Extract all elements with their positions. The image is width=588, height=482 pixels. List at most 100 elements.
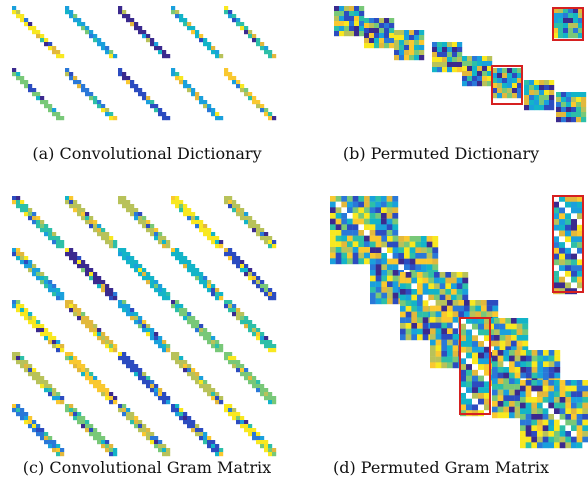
- permuted-gram-cell: [369, 201, 376, 208]
- permuted-gram-cell: [405, 300, 412, 307]
- permuted-dictionary-cell: [571, 107, 577, 113]
- permuted-gram-cell: [554, 361, 561, 368]
- dictionary-cell: [199, 34, 204, 39]
- permuted-gram-cell: [451, 277, 457, 284]
- gram-cell: [268, 452, 273, 457]
- gram-cell: [150, 332, 155, 337]
- permuted-gram-cell: [565, 265, 572, 272]
- permuted-dictionary-cell: [344, 6, 350, 12]
- permuted-gram-cell: [531, 425, 538, 432]
- dictionary-cell: [48, 108, 53, 113]
- permuted-gram-cell: [434, 294, 440, 301]
- gram-cell: [130, 204, 135, 209]
- permuted-dictionary-cell: [492, 78, 498, 84]
- permuted-gram-cell: [387, 236, 393, 242]
- gram-cell: [232, 204, 237, 209]
- gram-cell: [199, 228, 204, 233]
- gram-cell: [69, 352, 74, 357]
- gram-cell: [150, 232, 155, 237]
- permuted-gram-cell: [565, 419, 572, 426]
- gram-cell: [211, 396, 216, 401]
- gram-cell: [81, 364, 86, 369]
- permuted-dictionary-cell: [472, 56, 478, 62]
- permuted-dictionary-cell: [507, 88, 513, 94]
- permuted-gram-cell: [435, 345, 442, 352]
- gram-cell: [215, 236, 220, 241]
- permuted-gram-cell: [537, 436, 543, 443]
- gram-cell: [56, 348, 61, 353]
- dictionary-cell: [183, 84, 188, 89]
- permuted-dictionary-cell: [354, 6, 360, 12]
- permuted-gram-cell: [511, 340, 517, 347]
- dictionary-cell: [240, 26, 245, 31]
- permuted-gram-cell: [352, 196, 359, 202]
- gram-cell: [97, 388, 102, 393]
- dictionary-cell: [77, 84, 82, 89]
- permuted-dictionary-cell: [539, 95, 545, 101]
- gram-cell: [240, 368, 245, 373]
- permuted-gram-cell: [542, 436, 549, 443]
- permuted-gram-cell: [422, 306, 429, 312]
- gram-cell: [187, 424, 192, 429]
- permuted-gram-cell: [358, 252, 365, 259]
- permuted-gram-cell: [330, 235, 336, 242]
- gram-cell: [32, 316, 37, 321]
- permuted-dictionary-cell: [524, 90, 530, 96]
- gram-cell: [89, 372, 94, 377]
- permuted-gram-cell: [456, 272, 463, 278]
- gram-cell: [69, 404, 74, 409]
- gram-cell: [20, 252, 25, 257]
- permuted-gram-cell: [571, 436, 577, 443]
- gram-cell: [85, 216, 90, 221]
- gram-cell: [97, 224, 102, 229]
- gram-cell: [195, 380, 200, 385]
- permuted-gram-cell: [417, 334, 423, 341]
- permuted-dictionary-cell: [502, 68, 508, 74]
- permuted-gram-cell: [472, 364, 479, 371]
- permuted-gram-cell: [347, 218, 353, 225]
- permuted-gram-cell: [554, 436, 560, 443]
- gram-cell: [162, 296, 167, 301]
- permuted-gram-cell: [341, 235, 348, 242]
- gram-cell: [232, 364, 237, 369]
- dictionary-cell: [248, 96, 253, 101]
- permuted-dictionary-cell: [409, 50, 415, 56]
- permuted-gram-cell: [537, 380, 543, 386]
- gram-cell: [73, 208, 78, 213]
- permuted-gram-cell: [341, 196, 348, 202]
- permuted-dictionary-cell: [472, 81, 478, 87]
- gram-cell: [240, 268, 245, 273]
- gram-cell: [24, 264, 29, 269]
- permuted-dictionary-cell: [553, 8, 559, 14]
- permuted-gram-cell: [341, 230, 348, 236]
- gram-cell: [150, 440, 155, 445]
- permuted-gram-cell: [559, 419, 566, 426]
- gram-cell: [36, 272, 41, 277]
- gram-cell: [16, 356, 21, 361]
- permuted-dictionary-cell: [379, 43, 385, 49]
- gram-cell: [101, 384, 106, 389]
- gram-cell: [24, 260, 29, 265]
- permuted-gram-cell: [520, 385, 526, 392]
- dictionary-cell: [158, 108, 163, 113]
- gram-cell: [32, 272, 37, 277]
- permuted-gram-cell: [577, 207, 584, 214]
- dictionary-cell: [207, 46, 212, 51]
- permuted-dictionary-cell: [374, 18, 380, 24]
- permuted-gram-cell: [460, 381, 467, 388]
- gram-cell: [158, 236, 163, 241]
- permuted-gram-cell: [571, 425, 577, 432]
- gram-cell: [171, 300, 176, 305]
- gram-cell: [211, 444, 216, 449]
- permuted-dictionary-cell: [573, 13, 579, 19]
- permuted-gram-cell: [488, 318, 495, 324]
- permuted-gram-cell: [375, 201, 382, 208]
- permuted-gram-cell: [421, 247, 427, 254]
- permuted-gram-cell: [475, 311, 482, 318]
- gram-cell: [93, 332, 98, 337]
- gram-cell: [73, 416, 78, 421]
- gram-cell: [89, 424, 94, 429]
- permuted-gram-cell: [381, 275, 388, 282]
- gram-cell: [48, 392, 53, 397]
- permuted-gram-cell: [520, 391, 526, 398]
